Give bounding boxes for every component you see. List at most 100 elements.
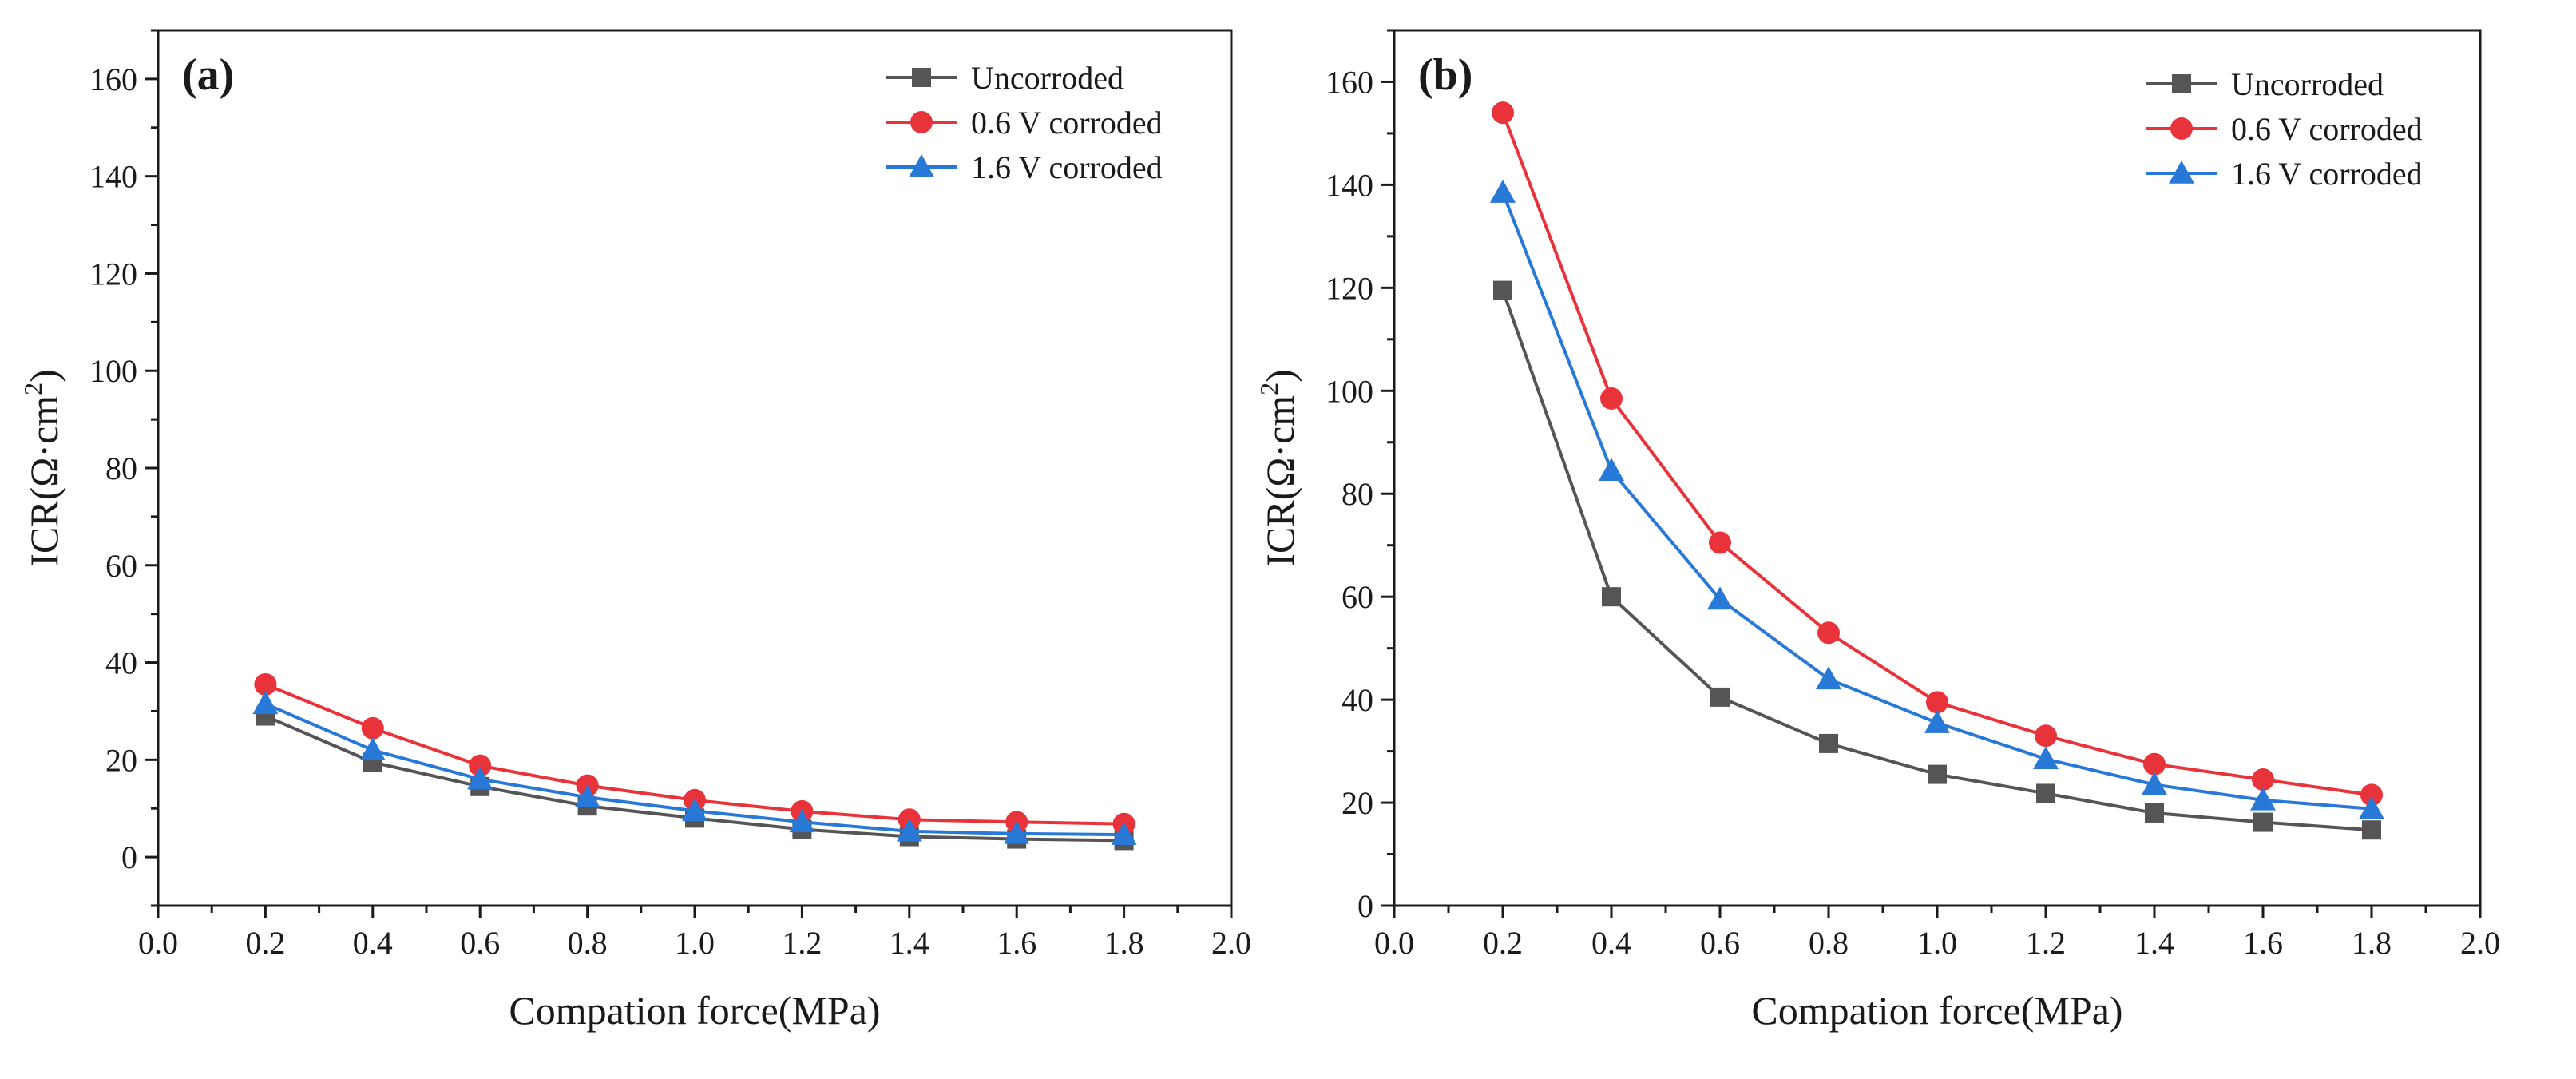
y-axis-title-b-main: ICR(Ω·cm <box>1258 395 1302 567</box>
x-tick-label-b: 0.8 <box>1809 925 1849 961</box>
panel-b: 0.0 0.2 0.4 0.6 0.8 1.0 1.2 1.4 1.6 1.8 2.0 0 20 40 60… <box>1254 29 2500 1033</box>
legend-marker-a-0 <box>912 68 931 87</box>
legend-label-a-0: Uncorroded <box>971 60 1124 96</box>
legend-label-b-1: 0.6 V corroded <box>2231 111 2423 147</box>
y-tick-label-a: 40 <box>105 645 137 681</box>
x-tick-label-a: 0.8 <box>568 925 608 961</box>
y-tick-label-a: 160 <box>89 61 137 97</box>
legend-label-a-1: 0.6 V corroded <box>971 105 1163 141</box>
plot-area-a: 0.0 0.2 0.4 0.6 0.8 1.0 1.2 1.4 1.6 1.8 2.0 0 20 40 60… <box>89 29 1251 961</box>
x-tick-label-b: 1.2 <box>2026 925 2066 961</box>
data-point-b-0 <box>2253 812 2273 832</box>
data-point-b-1 <box>2143 752 2166 776</box>
data-point-a-2 <box>467 766 493 790</box>
panel-a: 0.0 0.2 0.4 0.6 0.8 1.0 1.2 1.4 1.6 1.8 2.0 0 20 40 60… <box>18 29 1251 1033</box>
panel-label-a: (a) <box>182 50 234 100</box>
data-point-b-1 <box>1817 621 1840 645</box>
data-point-a-1 <box>469 754 492 777</box>
data-point-b-0 <box>2362 820 2381 840</box>
data-point-a-2 <box>1004 820 1030 844</box>
y-axis-title-a: ICR(Ω·cm2) <box>18 369 66 567</box>
data-point-b-2 <box>1490 180 1516 203</box>
x-tick-label-a: 0.0 <box>138 925 178 961</box>
legend-marker-a-1 <box>910 111 933 133</box>
y-tick-label-b: 80 <box>1342 476 1373 512</box>
x-tick-label-a: 1.6 <box>997 925 1036 961</box>
y-tick-label-b: 100 <box>1326 373 1373 409</box>
y-tick-label-b: 160 <box>1326 64 1373 100</box>
x-tick-label-b: 1.4 <box>2134 925 2174 961</box>
y-axis-title-b-superscript: 2 <box>1254 383 1283 395</box>
x-tick-label-b: 0.0 <box>1374 925 1414 961</box>
data-point-b-1 <box>2360 783 2383 807</box>
data-point-b-2 <box>2142 772 2167 795</box>
data-point-b-0 <box>1710 687 1730 707</box>
y-axis-title-a-superscript: 2 <box>18 383 47 395</box>
x-tick-label-a: 1.0 <box>675 925 715 961</box>
x-tick-label-a: 0.6 <box>460 925 500 961</box>
x-tick-label-b: 2.0 <box>2460 925 2500 961</box>
data-point-b-0 <box>1602 587 1621 607</box>
data-point-b-2 <box>1707 586 1733 610</box>
data-point-b-1 <box>2035 724 2057 748</box>
x-tick-label-b: 0.6 <box>1700 925 1740 961</box>
data-point-a-2 <box>359 737 386 760</box>
y-tick-label-a: 20 <box>105 742 137 778</box>
legend-marker-a-2 <box>909 154 934 177</box>
data-point-b-1 <box>1709 531 1731 554</box>
y-tick-label-a: 80 <box>105 450 137 486</box>
x-axis-title-b: Compation force(MPa) <box>1751 988 2122 1033</box>
x-tick-label-b: 0.4 <box>1591 925 1631 961</box>
legend-marker-b-1 <box>2170 117 2193 140</box>
data-point-a-2 <box>682 798 707 822</box>
legend-label-b-0: Uncorroded <box>2231 66 2384 102</box>
data-point-b-1 <box>1492 101 1514 125</box>
y-axis-title-a-main: ICR(Ω·cm <box>22 395 66 567</box>
x-tick-label-b: 1.8 <box>2352 925 2392 961</box>
data-point-a-1 <box>361 716 384 740</box>
x-tick-label-a: 1.8 <box>1104 925 1144 961</box>
data-point-a-2 <box>789 809 815 833</box>
data-point-b-0 <box>1928 764 1947 784</box>
data-point-a-2 <box>896 818 922 842</box>
y-tick-label-b: 0 <box>1357 888 1373 924</box>
data-point-a-2 <box>1111 822 1137 845</box>
data-point-b-1 <box>2252 768 2274 791</box>
data-point-b-2 <box>1924 710 1950 733</box>
x-axis-title-a: Compation force(MPa) <box>509 988 880 1033</box>
y-tick-label-b: 140 <box>1326 167 1373 203</box>
y-tick-label-a: 100 <box>89 353 137 389</box>
legend-marker-b-0 <box>2172 74 2191 93</box>
x-tick-label-a: 0.4 <box>353 925 393 961</box>
y-axis-title-a-close: ) <box>22 369 66 383</box>
data-point-b-2 <box>1599 458 1624 482</box>
y-tick-label-a: 60 <box>105 548 137 584</box>
data-point-a-2 <box>252 691 279 715</box>
data-point-a-2 <box>574 784 600 808</box>
data-point-b-2 <box>2250 787 2276 811</box>
y-tick-label-b: 120 <box>1326 270 1373 306</box>
legend-marker-b-2 <box>2169 161 2194 184</box>
y-tick-label-b: 40 <box>1342 682 1373 718</box>
data-point-b-2 <box>2359 795 2384 819</box>
x-tick-label-b: 1.6 <box>2243 925 2283 961</box>
data-point-b-1 <box>1926 691 1948 714</box>
x-tick-label-a: 0.2 <box>245 925 285 961</box>
data-point-b-0 <box>1819 733 1838 753</box>
x-tick-label-a: 1.4 <box>890 925 929 961</box>
y-tick-label-a: 120 <box>89 256 137 292</box>
y-axis-title-b-close: ) <box>1258 369 1302 383</box>
y-tick-label-a: 140 <box>89 159 137 195</box>
x-tick-label-a: 2.0 <box>1211 925 1251 961</box>
data-point-b-1 <box>1600 387 1623 410</box>
legend-label-a-2: 1.6 V corroded <box>971 149 1163 185</box>
x-tick-label-b: 0.2 <box>1483 925 1523 961</box>
data-point-b-2 <box>2033 746 2059 770</box>
y-tick-label-b: 20 <box>1342 785 1373 821</box>
panel-label-b: (b) <box>1418 50 1472 100</box>
plot-area-b: 0.0 0.2 0.4 0.6 0.8 1.0 1.2 1.4 1.6 1.8 2.0 0 20 40 60… <box>1326 29 2500 961</box>
x-tick-label-b: 1.0 <box>1917 925 1957 961</box>
data-point-b-0 <box>1493 280 1512 300</box>
y-axis-title-b: ICR(Ω·cm2) <box>1254 369 1302 567</box>
